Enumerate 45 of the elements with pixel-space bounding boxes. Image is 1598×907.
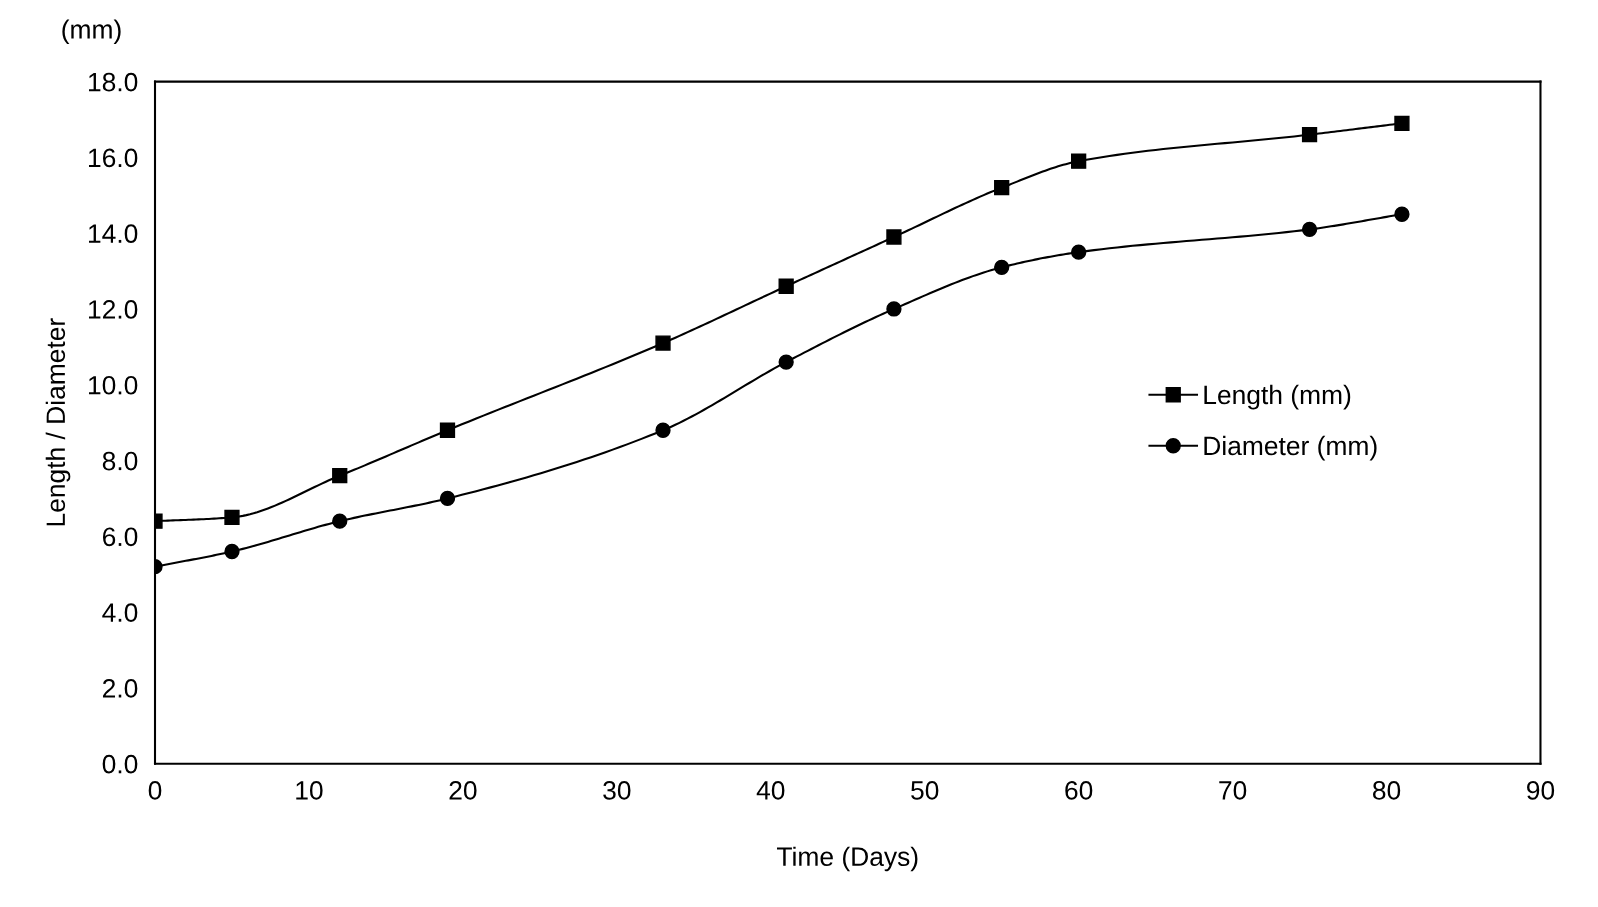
x-tick-label: 60 (1065, 781, 1093, 800)
x-tick-label: 90 (1527, 781, 1555, 800)
point (439, 490, 456, 507)
x-tick-label: 70 (1219, 781, 1247, 800)
y-tick-label: 6.0 (103, 527, 138, 547)
x-axis-title: Time (Days) (777, 846, 918, 872)
x-tick-label: 20 (449, 781, 477, 800)
point (886, 229, 902, 245)
point (886, 301, 902, 317)
point (439, 422, 456, 438)
y-tick-label: 16.0 (89, 148, 138, 168)
point (994, 180, 1010, 196)
x-tick-label: 0 (148, 781, 162, 800)
point (778, 354, 794, 370)
y-tick-label: 12.0 (89, 300, 138, 319)
x-tick-label: 10 (296, 781, 323, 800)
y-tick-label: 4.0 (102, 603, 138, 622)
y-tick-label: 18.0 (89, 72, 138, 92)
point (994, 259, 1010, 275)
point (1071, 244, 1087, 260)
y-tick-label: 10.0 (89, 375, 138, 395)
point (1301, 221, 1318, 238)
point (655, 335, 671, 351)
point (1394, 206, 1410, 222)
y-tick-label: 0.0 (102, 754, 138, 774)
y-tick-label: 8.0 (102, 451, 138, 471)
x-tick-label: 80 (1373, 781, 1401, 800)
legend-label: Diameter (mm) (1204, 435, 1377, 461)
point (332, 513, 348, 529)
point (778, 278, 794, 294)
legend-label: Length (mm) (1204, 384, 1351, 410)
x-tick-label: 30 (603, 781, 631, 800)
point (1394, 115, 1410, 131)
point (224, 509, 240, 526)
y-axis-title: Length / Diameter (45, 318, 71, 526)
point (332, 468, 348, 484)
point (224, 543, 240, 560)
y-tick-label: 14.0 (89, 224, 138, 244)
text: (mm) (62, 19, 121, 45)
x-tick-label: 50 (911, 781, 939, 800)
y-tick-label: 2.0 (102, 679, 138, 698)
x-tick-label: 40 (756, 781, 785, 800)
point (1301, 127, 1318, 143)
point (1071, 153, 1087, 169)
point (655, 422, 671, 438)
